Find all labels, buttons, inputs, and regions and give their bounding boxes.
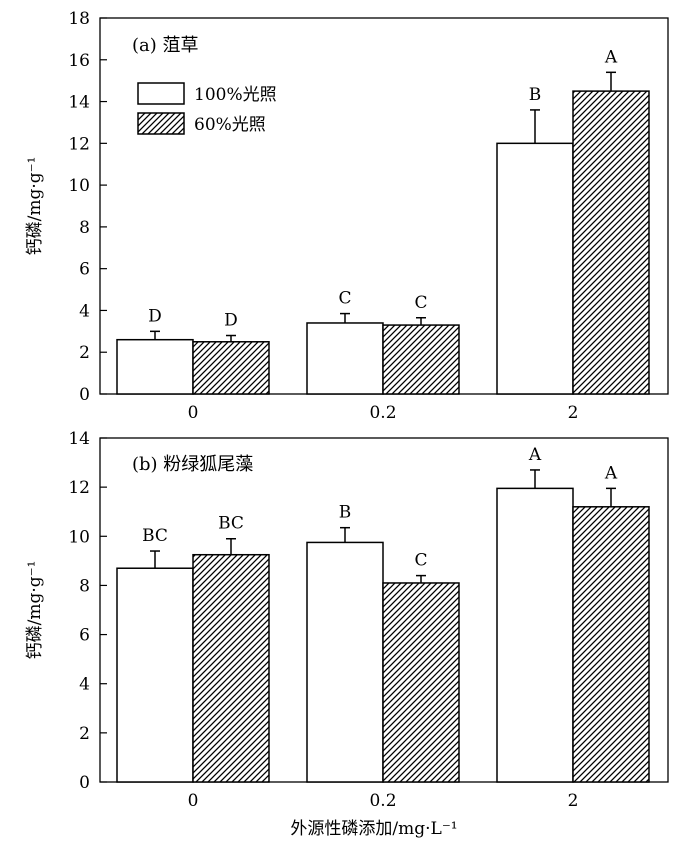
y-tick-label: 2 — [79, 343, 90, 363]
bar — [306, 541, 384, 783]
y-tick-label: 2 — [79, 724, 90, 744]
y-tick-label: 14 — [68, 93, 90, 113]
legend-label: 60%光照 — [194, 115, 266, 135]
legend-swatch — [137, 82, 185, 105]
legend-swatch — [137, 112, 185, 135]
significance-label: A — [604, 463, 618, 483]
x-tick-label: 2 — [568, 791, 579, 811]
y-tick-label: 10 — [68, 176, 90, 196]
bar — [382, 582, 460, 783]
x-tick-label: 2 — [568, 403, 579, 423]
y-tick-label: 14 — [68, 429, 90, 449]
x-tick-label: 0 — [188, 791, 199, 811]
bar — [116, 567, 194, 783]
y-tick-label: 4 — [79, 301, 90, 321]
significance-label: B — [339, 503, 352, 523]
x-tick-label: 0.2 — [369, 791, 396, 811]
significance-label: BC — [218, 514, 244, 534]
panel-title: (a) 菹草 — [132, 35, 199, 56]
x-tick-label: 0 — [188, 403, 199, 423]
y-tick-label: 6 — [79, 260, 90, 280]
significance-label: D — [148, 306, 162, 326]
y-tick-label: 10 — [68, 527, 90, 547]
bar — [192, 553, 270, 783]
y-axis-title: 钙磷/mg·g⁻¹ — [25, 157, 45, 256]
x-axis-title: 外源性磷添加/mg·L⁻¹ — [290, 819, 457, 839]
y-axis-title: 钙磷/mg·g⁻¹ — [25, 561, 45, 660]
y-tick-label: 12 — [68, 134, 90, 154]
y-tick-label: 0 — [79, 385, 90, 405]
significance-label: C — [414, 551, 427, 571]
y-tick-label: 8 — [79, 576, 90, 596]
y-tick-label: 12 — [68, 478, 90, 498]
bar — [306, 322, 384, 395]
panel-a: 0 2 4 6 8 10 12 14 16 18 0 0.2 2 D C B D C A (a) 菹草钙磷/mg·g⁻… — [25, 9, 669, 423]
bar — [496, 142, 574, 395]
y-tick-label: 18 — [68, 9, 90, 29]
significance-label: BC — [142, 526, 168, 546]
y-tick-label: 8 — [79, 218, 90, 238]
significance-label: B — [529, 85, 542, 105]
bar — [116, 338, 194, 395]
bar — [192, 341, 270, 395]
significance-label: A — [604, 47, 618, 67]
x-tick-label: 0.2 — [369, 403, 396, 423]
bar — [572, 90, 650, 395]
significance-label: A — [528, 445, 542, 465]
significance-label: C — [338, 289, 351, 309]
panel-b: 0 2 4 6 8 10 12 14 0 0.2 2 BC B A BC C A (b) 粉绿狐尾藻钙磷/mg·g… — [25, 429, 669, 839]
y-tick-label: 4 — [79, 675, 90, 695]
bar — [496, 487, 574, 783]
bar — [572, 506, 650, 783]
panel-title: (b) 粉绿狐尾藻 — [132, 454, 253, 475]
y-tick-label: 6 — [79, 626, 90, 646]
significance-label: D — [224, 311, 238, 331]
significance-label: C — [414, 293, 427, 313]
legend-label: 100%光照 — [194, 85, 277, 105]
y-tick-label: 16 — [68, 51, 90, 71]
bar — [382, 324, 460, 395]
y-tick-label: 0 — [79, 773, 90, 793]
